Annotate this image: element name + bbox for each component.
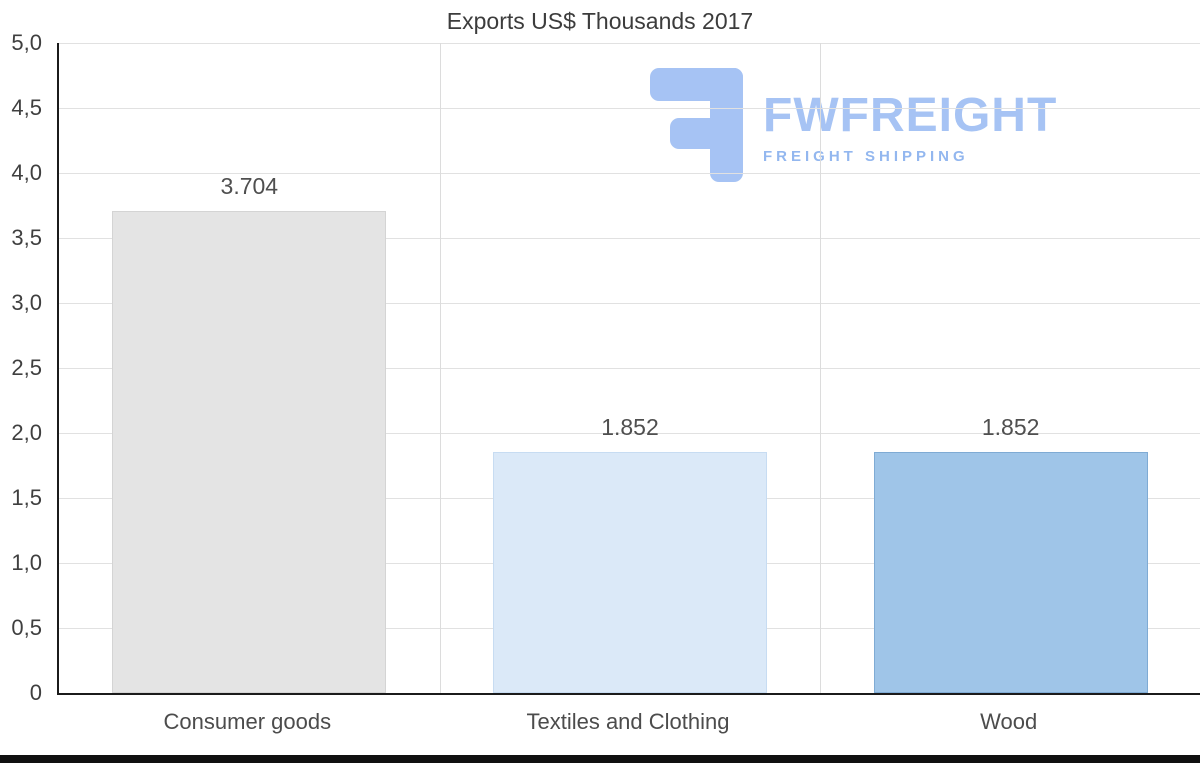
gridline [59,43,1200,44]
logo-tagline-text: FREIGHT SHIPPING [763,148,969,165]
y-tick-label: 0,5 [11,615,42,640]
gridline [59,108,1200,109]
x-category-label: Wood [980,709,1038,734]
category-separator-gridline [439,43,441,693]
logo-text-block: FWFREIGHT FREIGHT SHIPPING [763,66,1065,166]
bar-value-label: 1.852 [981,414,1040,441]
chart-title: Exports US$ Thousands 2017 [446,8,754,34]
x-category-label: Consumer goods [163,709,332,734]
gridline [59,173,1200,174]
y-tick-label: 0 [29,680,42,705]
plot-area: 3.704 1.852 1.852 [57,43,1200,695]
x-category-label: Textiles and Clothing [526,709,730,734]
gridline [59,238,1200,239]
bottom-edge-strip [0,755,1200,763]
gridline [59,368,1200,369]
bar [873,452,1148,693]
x-axis-labels: Consumer goods Textiles and Clothing Wood [57,705,1199,739]
bar-value-label: 3.704 [220,173,279,200]
bar [492,452,768,693]
gridline [59,433,1200,434]
y-tick-label: 4,5 [11,95,42,120]
y-tick-label: 3,5 [11,225,42,250]
y-axis: 5,0 4,5 4,0 3,5 3,0 2,5 2,0 1,5 1,0 0,5 0 [0,30,48,705]
bar [112,211,387,693]
y-tick-label: 1,0 [11,550,42,575]
y-tick-label: 2,5 [11,355,42,380]
logo-brand-text: FWFREIGHT [763,89,1058,142]
y-tick-label: 2,0 [11,420,42,445]
y-tick-label: 5,0 [11,30,42,55]
gridline [59,303,1200,304]
fwfreight-logo-icon [650,68,743,182]
watermark-logo: FWFREIGHT FREIGHT SHIPPING [648,66,1065,184]
y-tick-label: 3,0 [11,290,42,315]
y-tick-label: 4,0 [11,160,42,185]
category-separator-gridline [820,43,822,693]
y-tick-label: 1,5 [11,485,42,510]
bar-value-label: 1.852 [601,414,659,441]
